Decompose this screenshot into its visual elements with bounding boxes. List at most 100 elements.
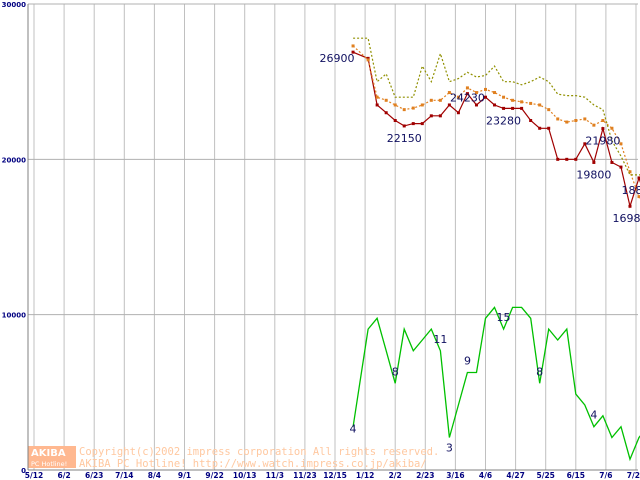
average-price-point (375, 95, 379, 99)
x-tick-label: 3/16 (446, 471, 464, 480)
average-price-point (411, 106, 415, 110)
min-price-data-label: 26900 (320, 52, 355, 65)
min-price-point (583, 142, 587, 146)
min-price-point (420, 122, 424, 126)
average-price-point (502, 95, 506, 99)
min-price-point (447, 103, 451, 107)
average-price-point (393, 103, 397, 107)
min-price-point (529, 119, 533, 122)
min-price-point (375, 103, 379, 107)
average-price-point (420, 103, 424, 107)
shop-count-data-label: 11 (433, 333, 447, 346)
shop-count-data-label: 4 (590, 409, 597, 422)
min-price-point (429, 114, 433, 118)
average-price-point (474, 91, 478, 95)
min-price-point (474, 103, 478, 107)
min-price-data-label: 23280 (486, 114, 521, 127)
y-tick-label: 20000 (2, 156, 26, 164)
min-price-data-label: 21980 (585, 135, 620, 148)
x-tick-label: 6/2 (58, 471, 71, 480)
min-price-point (520, 106, 524, 110)
min-price-data-label: 18800 (622, 184, 640, 197)
average-price-point (529, 101, 533, 105)
average-price-point (447, 91, 451, 95)
average-price-point (565, 120, 569, 124)
average-price-point (547, 108, 551, 112)
series (351, 37, 640, 462)
shop-count-data-label: 9 (464, 354, 471, 367)
shop-count-line (352, 306, 640, 462)
shop-count-data-label: 8 (536, 365, 543, 378)
average-price-point (619, 142, 623, 146)
x-tick-label: 11/23 (293, 471, 317, 480)
copyright-line-1: Copyright(c)2002 impress corporation All… (79, 446, 439, 458)
min-price-point (484, 95, 487, 99)
x-tick-label: 6/23 (85, 471, 103, 480)
average-price-point (351, 44, 355, 48)
x-tick-label: 9/22 (205, 471, 223, 480)
grid (28, 3, 638, 471)
min-price-point (547, 126, 551, 130)
x-tick-label: 4/6 (479, 471, 492, 480)
average-price-point (402, 108, 406, 112)
min-price-point (493, 103, 497, 107)
average-price-point (429, 98, 433, 102)
shop-count-data-label: 4 (350, 423, 357, 436)
average-price-point (493, 91, 497, 95)
average-price-point (601, 119, 605, 122)
shop-count-data-label: 15 (497, 311, 511, 324)
average-price-point (556, 117, 560, 121)
shop-count-data-label: 8 (392, 365, 399, 378)
copyright-watermark: AKIBA PC Hotline! Copyright(c)2002 impre… (28, 446, 439, 470)
min-price-data-label: 16980 (612, 212, 640, 225)
average-price-point (384, 98, 388, 102)
average-price-point (538, 103, 542, 107)
logo-title: AKIBA (31, 448, 66, 459)
logo-subtitle: PC Hotline! (31, 460, 67, 468)
average-price-point (637, 195, 640, 199)
min-price-point (601, 127, 605, 131)
x-tick-label: 12/15 (323, 471, 347, 480)
min-price-point (465, 92, 469, 96)
min-price-point (556, 157, 560, 161)
x-tick-label: 6/15 (567, 471, 585, 480)
x-tick-label: 11/3 (266, 471, 284, 480)
min-price-point (592, 160, 596, 164)
average-price-point (520, 100, 524, 104)
y-tick-label: 0 (21, 467, 26, 475)
average-price-point (610, 126, 614, 130)
average-price-point (511, 98, 515, 102)
average-price-point (484, 87, 487, 91)
akiba-logo (28, 446, 76, 468)
x-tick-label: 5/25 (536, 471, 554, 480)
average-price-point (592, 123, 596, 127)
y-tick-label: 10000 (2, 312, 26, 320)
x-tick-label: 5/12 (25, 471, 43, 480)
min-price-point (351, 50, 355, 54)
x-tick-label: 9/1 (178, 471, 191, 480)
x-tick-label: 2/23 (416, 471, 434, 480)
min-price-point (538, 126, 542, 130)
x-tick-label: 7/14 (115, 471, 133, 480)
min-price-point (366, 56, 370, 60)
y-tick-label: 30000 (2, 1, 26, 9)
x-tick-label: 10/13 (233, 471, 257, 480)
average-price-point (366, 58, 370, 62)
min-price-point (402, 124, 406, 128)
x-tick-label: 4/27 (506, 471, 524, 480)
min-price-point (637, 176, 640, 180)
min-price-point (393, 119, 397, 122)
min-price-point (384, 111, 388, 115)
plot-area (28, 4, 638, 470)
min-price-point (456, 111, 460, 115)
copyright-line-2: AKIBA PC Hotline! http://www.watch.impre… (79, 458, 427, 470)
min-price-point (610, 160, 614, 164)
average-price-point (583, 117, 587, 121)
shop-count-data-label: 3 (446, 441, 453, 454)
min-price-point (628, 204, 632, 208)
average-price-point (628, 170, 632, 174)
